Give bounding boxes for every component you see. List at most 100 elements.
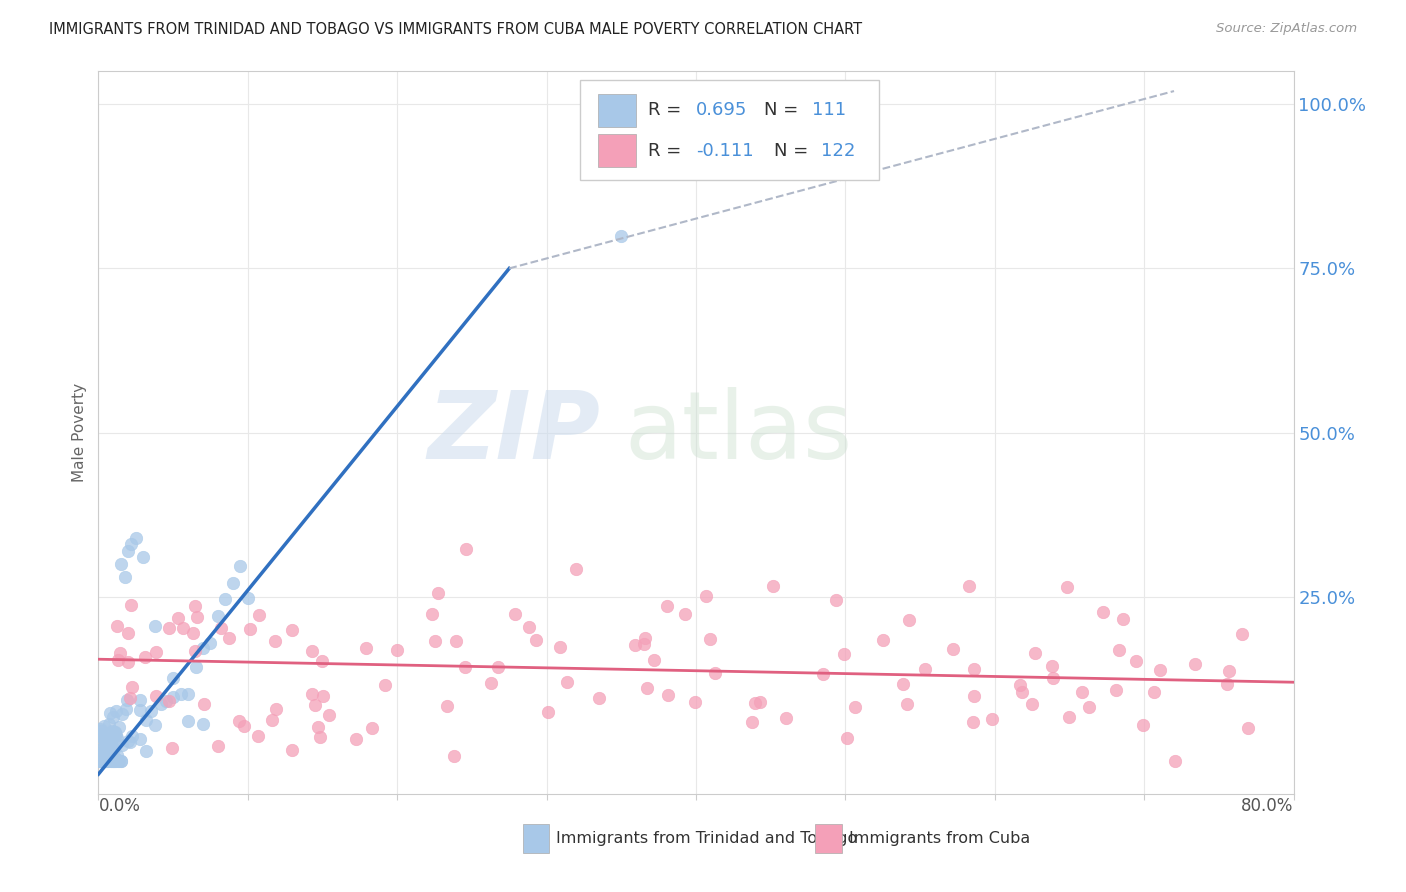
Point [1011,685,1033,699]
Point [184,660,207,674]
Point [145,689,167,703]
Point [98,742,121,756]
Point [172,621,194,635]
Point [94,754,117,768]
Text: Immigrants from Cuba: Immigrants from Cuba [849,831,1031,847]
Point [93,751,115,765]
Point [420,607,443,621]
Point [97,749,120,764]
Point [107,653,129,667]
Point [301,687,323,701]
Point [301,644,323,658]
Point [117,655,139,669]
Point [633,637,655,651]
Point [824,593,846,607]
Point [139,705,162,719]
Point [524,632,547,647]
Point [93,754,115,768]
Point [132,550,155,565]
Point [89,754,111,768]
Point [100,754,122,768]
Point [100,754,122,768]
Point [93,754,115,768]
Point [162,690,184,704]
Point [93,754,115,768]
Text: -0.111: -0.111 [696,142,754,160]
Point [105,748,128,763]
Point [247,608,270,623]
Point [762,579,785,593]
Point [307,720,329,734]
Point [90,746,112,760]
Point [103,729,125,743]
Point [94,754,117,768]
Point [263,634,285,648]
Point [97,731,120,745]
Point [108,646,131,660]
Text: atlas: atlas [624,386,852,479]
Point [145,645,167,659]
Point [105,618,128,632]
Point [101,754,124,768]
Y-axis label: Male Poverty: Male Poverty [72,383,87,483]
Point [1056,580,1078,594]
Text: Immigrants from Trinidad and Tobago: Immigrants from Trinidad and Tobago [557,831,858,847]
Point [90,754,112,768]
Point [184,599,207,614]
Point [703,665,725,680]
Point [93,754,115,768]
Point [89,754,111,768]
Point [963,689,986,703]
FancyBboxPatch shape [523,824,548,853]
Point [872,632,894,647]
Text: 0.0%: 0.0% [98,797,141,815]
Point [436,699,458,714]
Point [896,698,918,712]
Point [96,745,118,759]
Point [1216,676,1239,690]
Point [503,607,526,621]
Point [636,681,658,695]
Point [87,747,110,761]
Point [1237,721,1260,735]
Point [813,667,835,681]
Point [93,739,115,753]
Text: 122: 122 [821,142,856,160]
Point [93,719,115,733]
Point [657,688,679,702]
Point [120,735,142,749]
Point [741,714,763,729]
Point [108,754,131,768]
Point [655,599,678,613]
Point [914,662,936,676]
Point [150,697,173,711]
Point [125,531,148,545]
Point [110,754,132,768]
Point [1078,700,1101,714]
Point [673,607,696,622]
FancyBboxPatch shape [581,80,879,180]
Point [121,680,143,694]
Point [246,729,269,743]
Point [129,731,152,746]
Point [456,542,478,557]
Point [1092,605,1115,619]
Point [157,621,180,635]
Point [835,731,858,746]
Point [963,662,986,676]
Point [93,735,115,749]
Point [214,591,236,606]
Point [354,640,377,655]
Point [100,733,122,747]
Point [111,707,134,722]
Point [184,644,207,658]
Point [117,626,139,640]
Point [100,739,122,753]
Point [100,748,122,763]
Point [89,754,111,768]
Point [517,620,540,634]
Point [427,586,450,600]
Point [94,737,117,751]
Point [98,717,121,731]
Text: 80.0%: 80.0% [1241,797,1294,815]
